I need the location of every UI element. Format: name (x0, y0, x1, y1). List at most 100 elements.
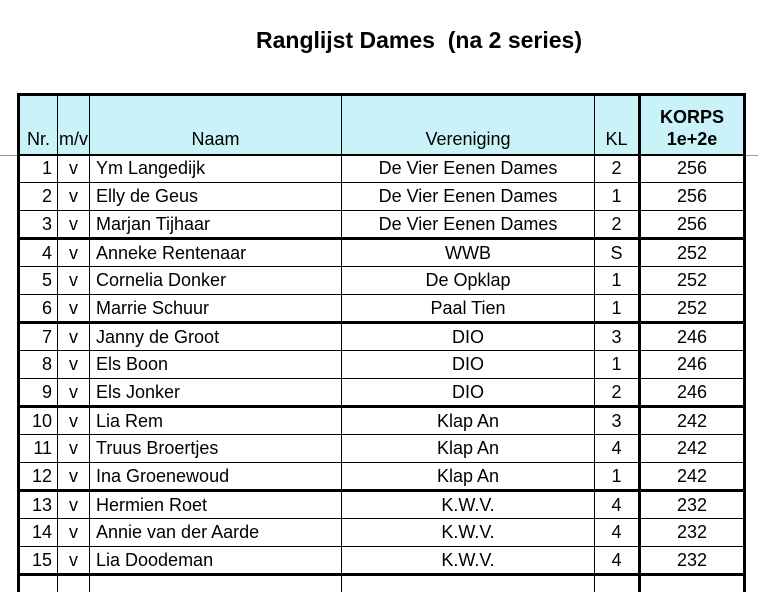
cell-nr: 5 (18, 266, 58, 295)
cell-mv (57, 574, 90, 592)
table-row: 1 v Ym Langedijk De Vier Eenen Dames 2 2… (18, 154, 746, 183)
cell-kl: 2 (594, 378, 640, 408)
cell-korps: 256 (638, 182, 746, 211)
cell-vereniging: K.W.V. (341, 518, 595, 547)
cell-nr: 4 (18, 238, 58, 267)
header-cell-kl: KL (594, 93, 640, 156)
cell-nr: 2 (18, 182, 58, 211)
cell-kl: 1 (594, 294, 640, 324)
ranking-table: Nr. m/v Naam Vereniging KL KORPS 1e+2e 1… (17, 93, 746, 592)
cell-mv: v (57, 210, 90, 240)
cell-kl: 2 (594, 154, 640, 183)
cell-vereniging: DIO (341, 378, 595, 408)
cell-nr: 10 (18, 406, 58, 435)
cell-naam: Anneke Rentenaar (89, 238, 342, 267)
cell-nr (18, 574, 58, 592)
cell-vereniging: DIO (341, 350, 595, 379)
table-row: 12 v Ina Groenewoud Klap An 1 242 (18, 462, 746, 492)
cell-mv: v (57, 294, 90, 324)
cell-vereniging: De Vier Eenen Dames (341, 210, 595, 240)
cell-kl: 3 (594, 406, 640, 435)
cell-mv: v (57, 490, 90, 519)
page-break-line-left (0, 155, 17, 156)
cell-kl: 1 (594, 266, 640, 295)
cell-vereniging: De Opklap (341, 266, 595, 295)
cell-korps: 242 (638, 434, 746, 463)
cell-korps: 252 (638, 238, 746, 267)
cell-nr: 3 (18, 210, 58, 240)
header-cell-naam: Naam (89, 93, 342, 156)
cell-korps: 246 (638, 322, 746, 351)
cell-korps: 232 (638, 546, 746, 576)
cell-vereniging: K.W.V. (341, 490, 595, 519)
cell-naam: Lia Doodeman (89, 546, 342, 576)
cell-vereniging (341, 574, 595, 592)
cell-vereniging: Klap An (341, 434, 595, 463)
cell-mv: v (57, 350, 90, 379)
table-row: 15 v Lia Doodeman K.W.V. 4 232 (18, 546, 746, 576)
cell-korps: 252 (638, 266, 746, 295)
cell-mv: v (57, 434, 90, 463)
cell-nr: 12 (18, 462, 58, 492)
cell-korps: 242 (638, 406, 746, 435)
cell-vereniging: DIO (341, 322, 595, 351)
cell-nr: 8 (18, 350, 58, 379)
cell-korps: 256 (638, 154, 746, 183)
cell-naam: Cornelia Donker (89, 266, 342, 295)
table-row: 10 v Lia Rem Klap An 3 242 (18, 406, 746, 435)
table-row: 5 v Cornelia Donker De Opklap 1 252 (18, 266, 746, 295)
cell-vereniging: WWB (341, 238, 595, 267)
cell-korps: 246 (638, 350, 746, 379)
cell-nr: 7 (18, 322, 58, 351)
cell-korps: 242 (638, 462, 746, 492)
cell-naam: Elly de Geus (89, 182, 342, 211)
cell-naam: Ym Langedijk (89, 154, 342, 183)
cell-vereniging: Klap An (341, 462, 595, 492)
header-cell-nr: Nr. (18, 93, 58, 156)
cell-naam: Lia Rem (89, 406, 342, 435)
table-row: 9 v Els Jonker DIO 2 246 (18, 378, 746, 408)
table-row: 11 v Truus Broertjes Klap An 4 242 (18, 434, 746, 463)
cell-korps: 232 (638, 518, 746, 547)
table-row: 6 v Marrie Schuur Paal Tien 1 252 (18, 294, 746, 324)
cell-vereniging: Paal Tien (341, 294, 595, 324)
cell-naam: Annie van der Aarde (89, 518, 342, 547)
cell-kl (594, 574, 640, 592)
cell-mv: v (57, 518, 90, 547)
cell-korps (638, 574, 746, 592)
cell-nr: 6 (18, 294, 58, 324)
cell-naam: Marjan Tijhaar (89, 210, 342, 240)
table-row: 8 v Els Boon DIO 1 246 (18, 350, 746, 379)
cell-nr: 11 (18, 434, 58, 463)
header-cell-korps: KORPS 1e+2e (638, 93, 746, 156)
cell-kl: 1 (594, 350, 640, 379)
header-korps-line1: KORPS (659, 106, 724, 127)
cell-kl: 4 (594, 434, 640, 463)
table-header-row: Nr. m/v Naam Vereniging KL KORPS 1e+2e (18, 93, 746, 156)
cell-naam: Truus Broertjes (89, 434, 342, 463)
cell-mv: v (57, 238, 90, 267)
cell-naam: Janny de Groot (89, 322, 342, 351)
cell-vereniging: K.W.V. (341, 546, 595, 576)
table-row-partial (18, 574, 746, 592)
cell-korps: 252 (638, 294, 746, 324)
cell-mv: v (57, 322, 90, 351)
header-korps-line2: 1e+2e (666, 129, 718, 149)
table-body: 1 v Ym Langedijk De Vier Eenen Dames 2 2… (18, 154, 746, 592)
cell-kl: 4 (594, 546, 640, 576)
cell-kl: 3 (594, 322, 640, 351)
cell-vereniging: De Vier Eenen Dames (341, 182, 595, 211)
table-row: 14 v Annie van der Aarde K.W.V. 4 232 (18, 518, 746, 547)
cell-kl: 1 (594, 182, 640, 211)
cell-naam: Ina Groenewoud (89, 462, 342, 492)
cell-nr: 1 (18, 154, 58, 183)
cell-mv: v (57, 266, 90, 295)
cell-naam: Els Jonker (89, 378, 342, 408)
cell-kl: 4 (594, 518, 640, 547)
cell-nr: 15 (18, 546, 58, 576)
table-row: 2 v Elly de Geus De Vier Eenen Dames 1 2… (18, 182, 746, 211)
page-title: Ranglijst Dames (na 2 series) (256, 27, 582, 53)
table-row: 3 v Marjan Tijhaar De Vier Eenen Dames 2… (18, 210, 746, 240)
cell-vereniging: Klap An (341, 406, 595, 435)
cell-naam: Marrie Schuur (89, 294, 342, 324)
